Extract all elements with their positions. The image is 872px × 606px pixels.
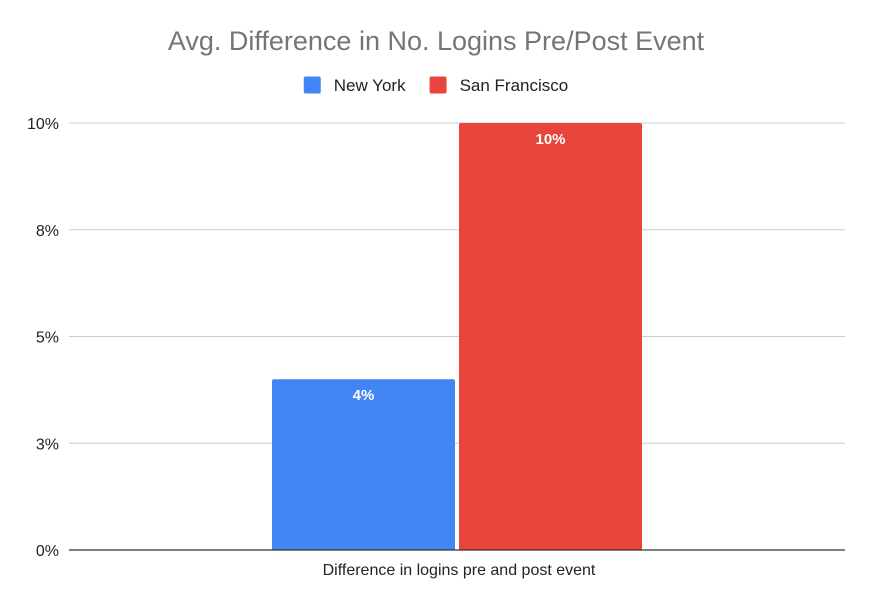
y-tick-label: 5% — [36, 330, 59, 347]
legend-swatch — [429, 76, 447, 94]
y-tick-label: 10% — [27, 116, 59, 133]
x-category-label: Difference in logins pre and post event — [323, 562, 596, 579]
y-tick-label: 8% — [36, 223, 59, 240]
legend-label: San Francisco — [460, 76, 569, 95]
legend-label: New York — [334, 76, 406, 95]
gridlines — [69, 122, 845, 444]
y-tick-label: 3% — [36, 436, 59, 453]
legend-swatch — [303, 76, 321, 94]
y-tick-label: 0% — [36, 543, 59, 560]
y-axis: 0% 3% 5% 8% 10% — [27, 116, 59, 560]
bar-san-francisco — [459, 123, 642, 550]
bar-data-label: 10% — [535, 131, 565, 148]
bar-new-york — [272, 379, 455, 550]
legend: New York San Francisco — [303, 76, 569, 95]
bars: 4% 10% — [272, 123, 642, 550]
chart-title: Avg. Difference in No. Logins Pre/Post E… — [168, 26, 705, 56]
x-axis: Difference in logins pre and post event — [69, 549, 845, 579]
bar-data-label: 4% — [353, 387, 375, 404]
